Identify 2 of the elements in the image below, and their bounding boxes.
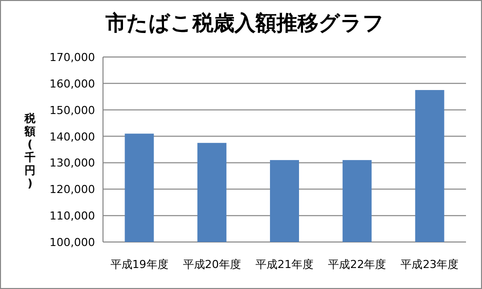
- ylabel: 税額(千円): [24, 112, 36, 190]
- title: 市たばこ税歳入額推移グラフ: [106, 11, 384, 35]
